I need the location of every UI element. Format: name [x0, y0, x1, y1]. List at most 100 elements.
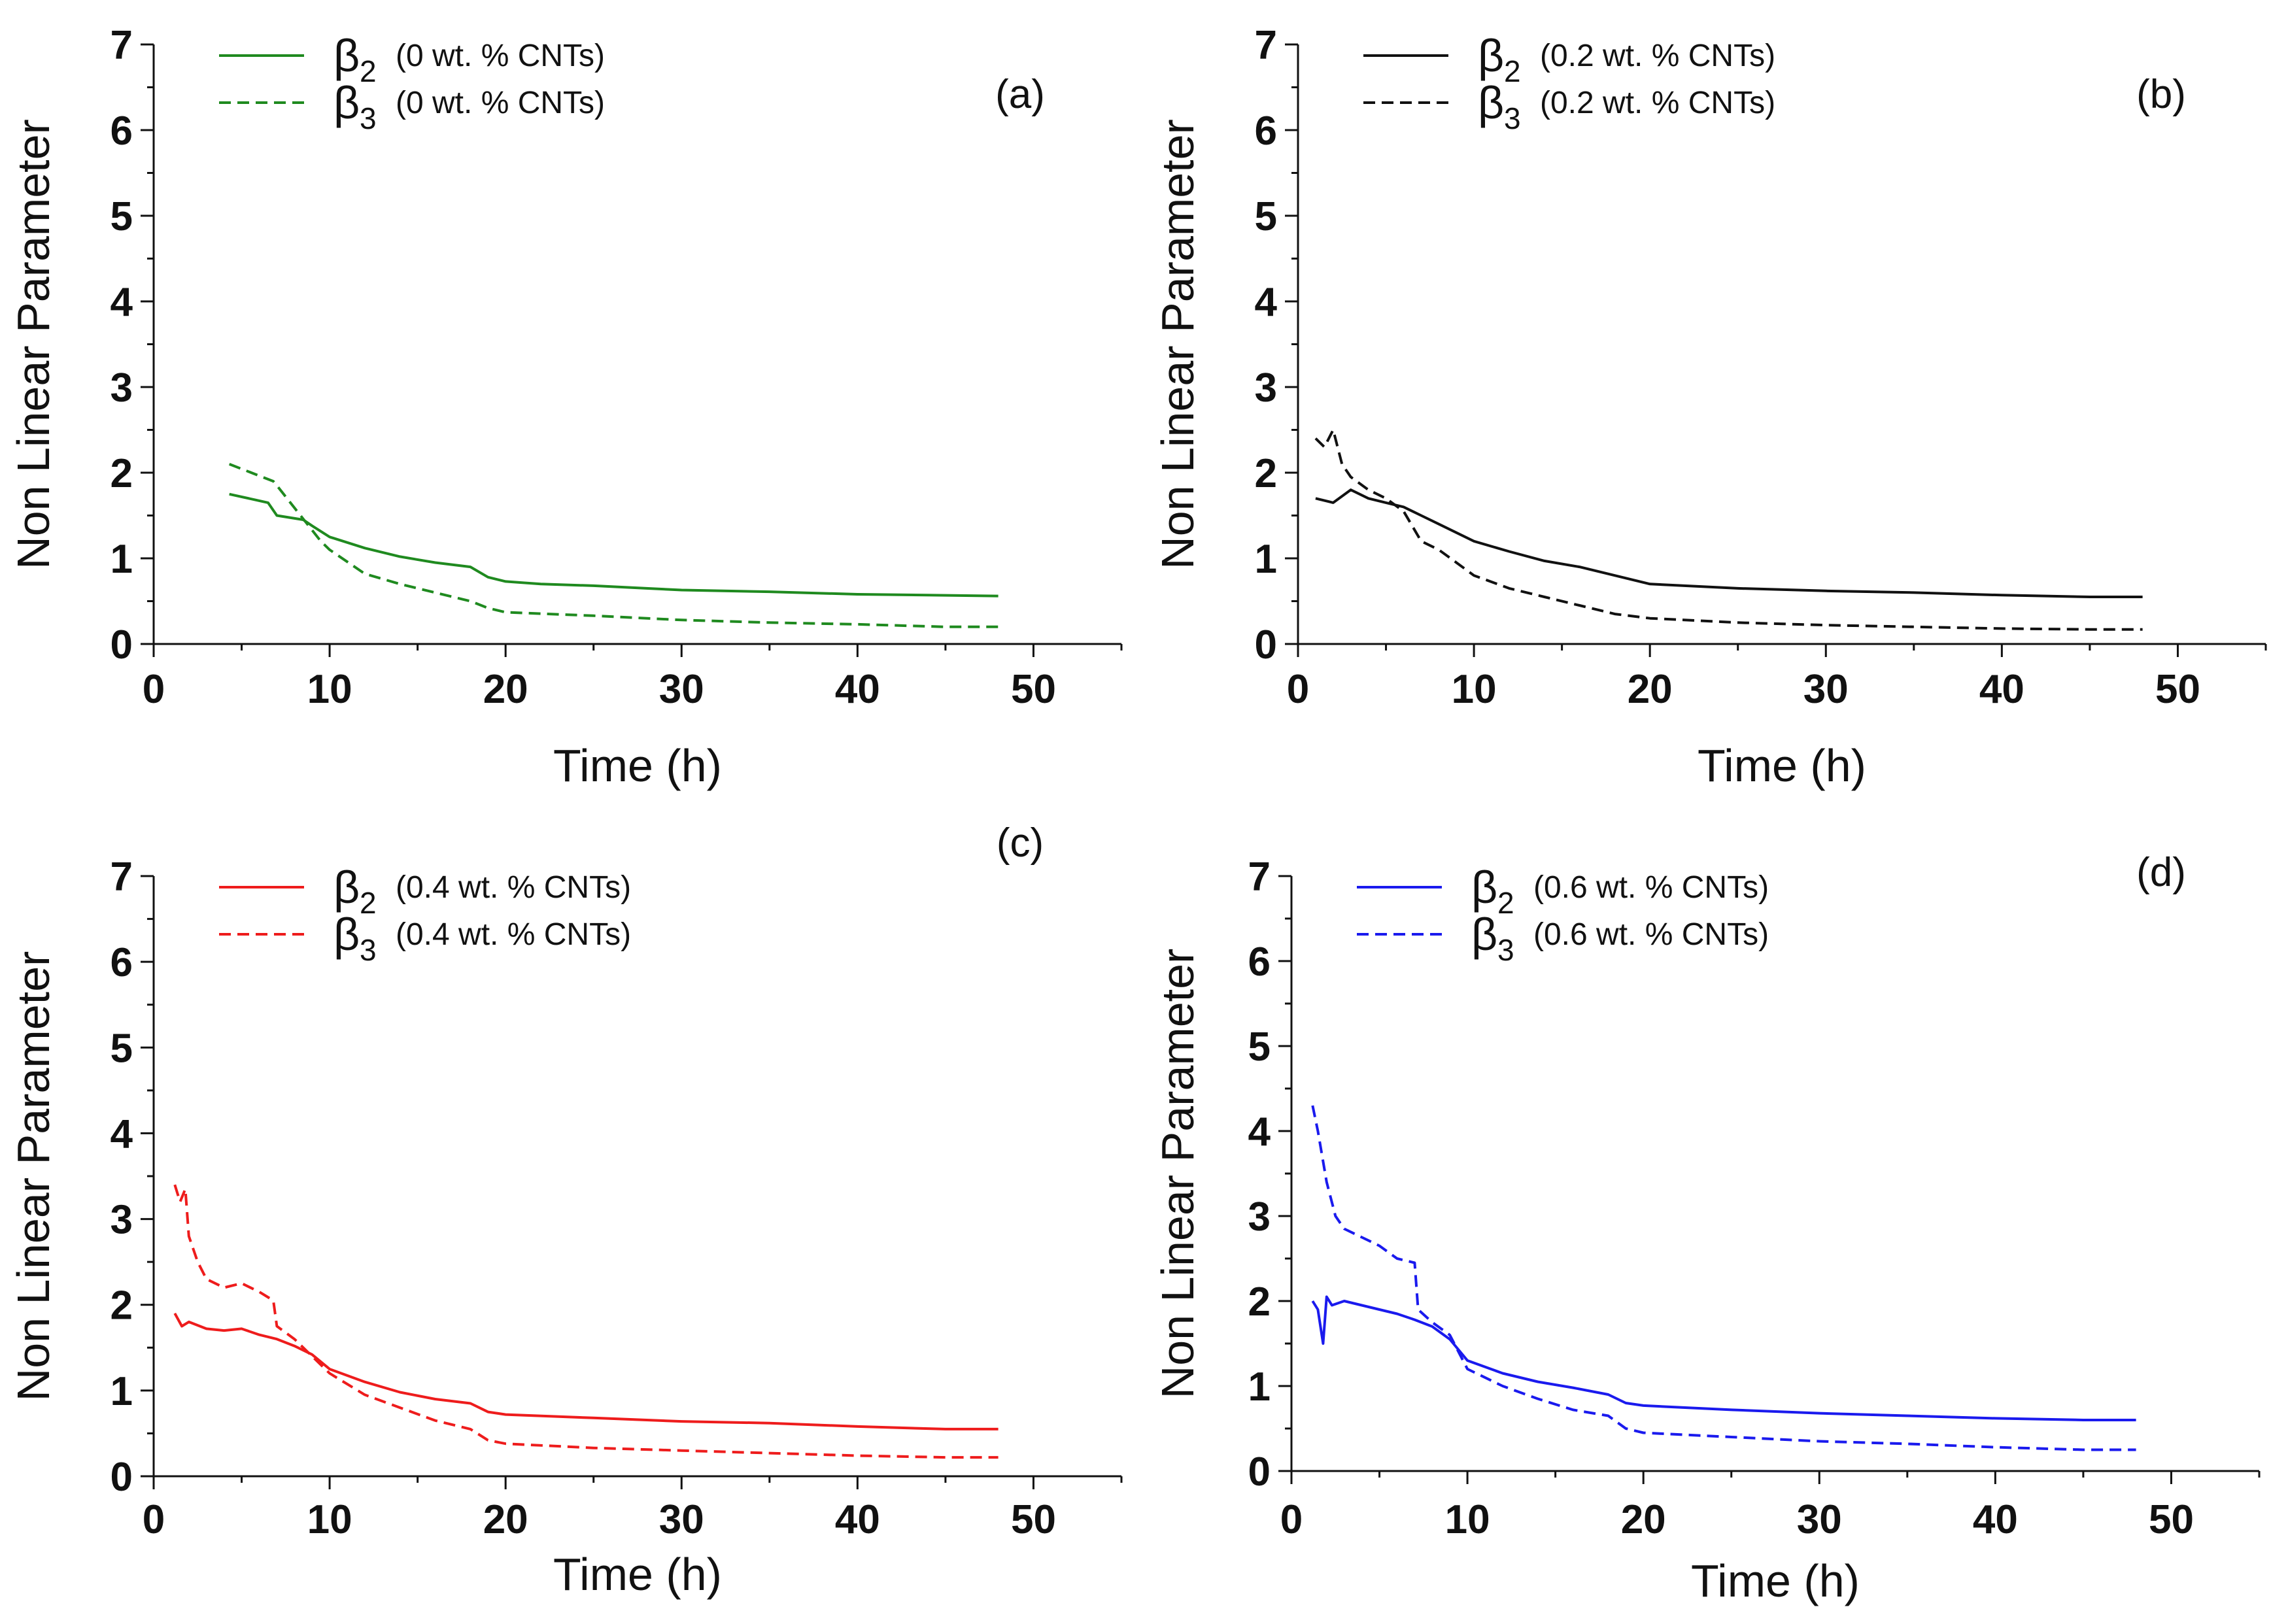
legend-symbol: β — [333, 909, 360, 960]
y-tick-label: 7 — [111, 854, 133, 900]
y-tick-label: 0 — [111, 1455, 133, 1500]
y-tick-label: 3 — [111, 1198, 133, 1243]
x-tick-label: 10 — [1452, 667, 1497, 712]
legend-label: (0.6 wt. % CNTs) — [1533, 917, 1769, 952]
legend-subscript: 3 — [1497, 933, 1514, 967]
legend-symbol: β — [333, 862, 360, 913]
series-line-beta3 — [1311, 1105, 2136, 1451]
chart-panel-c: 0 1 2 3 4 5 6 7 0 10 20 30 40 50 Time (h) Non Linear Pa… — [8, 820, 1123, 1600]
y-tick-label: 5 — [1248, 1024, 1271, 1070]
y-tick-label: 2 — [111, 451, 133, 496]
y-tick-label: 4 — [111, 280, 133, 325]
legend-subscript: 3 — [360, 101, 377, 135]
x-tick-label: 50 — [2155, 667, 2200, 712]
y-tick-label: 3 — [1248, 1194, 1271, 1240]
legend-symbol: β — [333, 77, 360, 128]
legend-subscript: 3 — [360, 933, 377, 967]
y-axis-title: Non Linear Parameter — [8, 119, 59, 569]
legend-label: (0.4 wt. % CNTs) — [396, 917, 631, 952]
y-tick-label: 4 — [1255, 280, 1278, 325]
y-axis-title: Non Linear Parameter — [8, 951, 59, 1402]
x-tick-label: 50 — [2149, 1497, 2194, 1542]
legend-subscript: 2 — [1497, 886, 1514, 920]
x-tick-label: 20 — [1628, 667, 1673, 712]
x-tick-label: 10 — [307, 1497, 352, 1542]
y-axis-title: Non Linear Parameter — [1152, 119, 1203, 569]
y-tick-label: 0 — [1248, 1449, 1271, 1495]
chart-panel-b: 0 1 2 3 4 5 6 7 0 10 20 30 40 50 Time (h) Non Linear Pa… — [1152, 23, 2267, 791]
y-tick-label: 3 — [1255, 365, 1277, 411]
y-axis-title: Non Linear Parameter — [1152, 949, 1203, 1399]
y-tick-label: 2 — [1248, 1279, 1271, 1325]
x-tick-label: 10 — [307, 667, 352, 712]
x-tick-label: 40 — [1973, 1497, 2018, 1542]
x-tick-label: 30 — [659, 1497, 704, 1542]
x-tick-label: 0 — [1280, 1497, 1303, 1542]
legend-subscript: 2 — [360, 886, 377, 920]
legend-label: (0.2 wt. % CNTs) — [1540, 86, 1775, 120]
legend-subscript: 2 — [1504, 54, 1521, 88]
series-line-beta3 — [228, 463, 999, 628]
x-axis-title: Time (h) — [553, 1549, 722, 1600]
y-tick-label: 5 — [1255, 194, 1277, 239]
series-line-beta2 — [1311, 1295, 2136, 1421]
x-tick-label: 30 — [659, 667, 704, 712]
y-tick-label: 0 — [1255, 622, 1277, 668]
x-tick-label: 0 — [143, 1497, 165, 1542]
y-tick-label: 0 — [111, 622, 133, 668]
y-tick-label: 3 — [111, 365, 133, 411]
panel-label: (c) — [997, 820, 1044, 866]
x-tick-label: 20 — [483, 1497, 528, 1542]
series-line-beta3 — [1314, 428, 2143, 631]
y-tick-label: 7 — [1255, 23, 1277, 68]
y-tick-label: 5 — [111, 194, 133, 239]
y-tick-label: 4 — [111, 1111, 133, 1157]
y-tick-label: 6 — [111, 109, 133, 154]
y-tick-label: 1 — [111, 1369, 133, 1414]
panel-label: (a) — [995, 72, 1045, 117]
panel-label: (b) — [2136, 72, 2186, 117]
x-tick-label: 0 — [143, 667, 165, 712]
legend-label: (0.6 wt. % CNTs) — [1533, 870, 1769, 905]
x-tick-label: 50 — [1011, 1497, 1056, 1542]
x-tick-label: 10 — [1445, 1497, 1490, 1542]
y-tick-label: 2 — [1255, 451, 1277, 496]
series-line-beta2 — [1315, 488, 2143, 598]
y-tick-label: 7 — [1248, 854, 1271, 900]
legend-subscript: 2 — [360, 54, 377, 88]
legend-label: (0 wt. % CNTs) — [396, 39, 605, 73]
series-line-beta2 — [229, 492, 999, 598]
legend-symbol: β — [1478, 77, 1504, 128]
x-axis-title: Time (h) — [1691, 1555, 1860, 1606]
legend-symbol: β — [333, 30, 360, 81]
x-tick-label: 50 — [1011, 667, 1056, 712]
series-line-beta2 — [173, 1312, 999, 1430]
y-tick-label: 6 — [1248, 939, 1271, 985]
x-tick-label: 40 — [1979, 667, 2024, 712]
series-line-beta3 — [173, 1184, 999, 1459]
y-tick-label: 6 — [111, 940, 133, 985]
legend-subscript: 3 — [1504, 101, 1521, 135]
x-axis-title: Time (h) — [1698, 740, 1866, 791]
y-tick-label: 5 — [111, 1026, 133, 1071]
x-tick-label: 40 — [835, 1497, 880, 1542]
y-tick-label: 2 — [111, 1283, 133, 1328]
chart-panel-d: 0 1 2 3 4 5 6 7 0 10 20 30 40 50 Time (h) Non Linear Pa… — [1152, 850, 2261, 1606]
chart-panel-a: 0 1 2 3 4 5 6 7 0 10 20 30 40 50 Time (h) Non Linear Pa… — [8, 23, 1123, 791]
panel-label: (d) — [2136, 850, 2186, 895]
x-tick-label: 30 — [1797, 1497, 1842, 1542]
legend-label: (0 wt. % CNTs) — [396, 86, 605, 120]
legend-label: (0.2 wt. % CNTs) — [1540, 39, 1775, 73]
y-tick-label: 6 — [1255, 109, 1277, 154]
x-tick-label: 40 — [835, 667, 880, 712]
legend-symbol: β — [1471, 862, 1497, 913]
y-tick-label: 7 — [111, 23, 133, 68]
y-tick-label: 1 — [1248, 1364, 1271, 1410]
x-tick-label: 0 — [1287, 667, 1309, 712]
y-tick-label: 1 — [111, 537, 133, 582]
x-tick-label: 30 — [1803, 667, 1849, 712]
x-tick-label: 20 — [1621, 1497, 1666, 1542]
legend-label: (0.4 wt. % CNTs) — [396, 870, 631, 905]
legend-symbol: β — [1471, 909, 1497, 960]
